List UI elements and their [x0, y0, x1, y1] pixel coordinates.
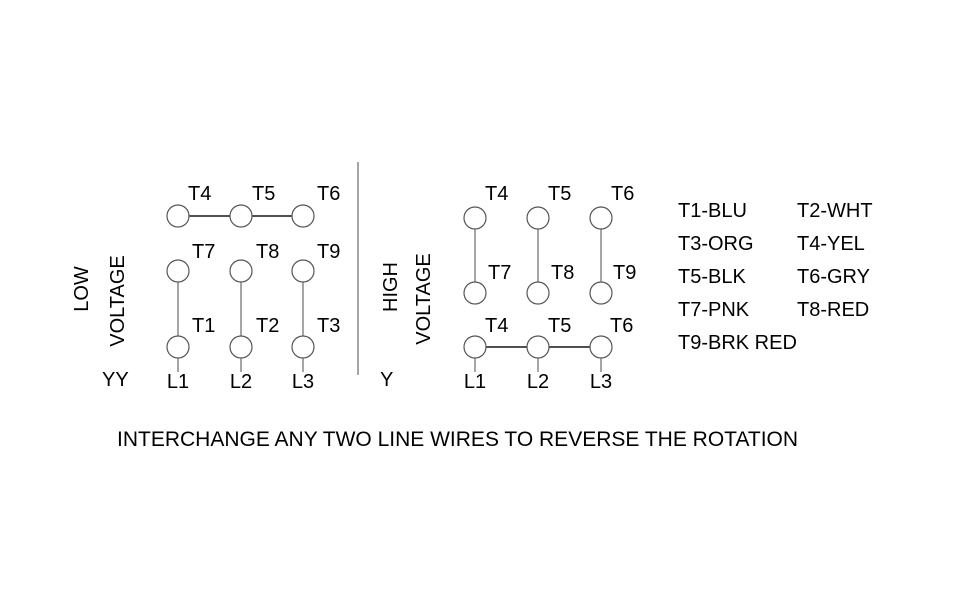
- terminal-label-lv-t4: T4: [188, 183, 212, 205]
- low-voltage-title-word1: LOW: [71, 266, 93, 312]
- low-voltage-connection-code: YY: [102, 369, 129, 391]
- terminal-label-hv-t4: T4: [485, 183, 509, 205]
- terminal-label-lv-t3: T3: [317, 315, 341, 337]
- legend-entry: T4-YEL: [797, 233, 865, 255]
- terminal-circle-hv-bottom-1: [463, 335, 487, 359]
- legend-row: T1-BLU T2-WHT: [678, 201, 873, 222]
- high-voltage-title-word2: VOLTAGE: [413, 253, 435, 345]
- terminal-label-lv-t1: T1: [192, 315, 216, 337]
- line-wire-label-lv-l1: L1: [166, 371, 190, 393]
- line-wire-label-lv-l3: L3: [291, 371, 315, 393]
- terminal-label-hv-t6: T6: [611, 183, 635, 205]
- legend-entry: T9-BRK RED: [678, 332, 797, 354]
- low-voltage-title-word2: VOLTAGE: [107, 255, 129, 347]
- terminal-circle-hv-bottom-2: [526, 335, 550, 359]
- terminal-label-hv-t9: T9: [613, 262, 637, 284]
- terminal-label-hv-t7: T7: [488, 262, 512, 284]
- terminal-circle-lv-t2: [229, 335, 253, 359]
- legend-row: T3-ORG T4-YEL: [678, 234, 873, 255]
- terminal-label-hv-bottom-t6: T6: [610, 315, 634, 337]
- terminal-circle-hv-t8: [526, 281, 550, 305]
- terminal-label-lv-t5: T5: [252, 183, 276, 205]
- legend-entry: T6-GRY: [797, 266, 870, 288]
- terminal-label-hv-bottom-t5: T5: [548, 315, 572, 337]
- terminal-circle-hv-bottom-3: [589, 335, 613, 359]
- terminal-circle-lv-t6: [291, 204, 315, 228]
- high-voltage-title-word1: HIGH: [380, 262, 402, 312]
- legend-entry: T2-WHT: [797, 200, 873, 222]
- terminal-circle-lv-t4: [166, 204, 190, 228]
- terminal-circle-lv-t1: [166, 335, 190, 359]
- line-wire-label-hv-l3: L3: [589, 371, 613, 393]
- terminal-circle-lv-t3: [291, 335, 315, 359]
- legend-entry: T8-RED: [797, 299, 870, 321]
- wire-color-legend: T1-BLU T2-WHT T3-ORG T4-YEL T5-BLK T6-GR…: [678, 201, 873, 366]
- high-voltage-connection-code: Y: [380, 369, 394, 391]
- terminal-label-lv-t2: T2: [256, 315, 280, 337]
- terminal-label-hv-t8: T8: [551, 262, 575, 284]
- terminal-label-hv-bottom-t4: T4: [485, 315, 509, 337]
- terminal-label-lv-t6: T6: [317, 183, 341, 205]
- line-wire-label-hv-l2: L2: [526, 371, 550, 393]
- line-wire-label-hv-l1: L1: [463, 371, 487, 393]
- terminal-circle-lv-t7: [166, 259, 190, 283]
- terminal-label-hv-t5: T5: [548, 183, 572, 205]
- terminal-circle-hv-t5: [526, 206, 550, 230]
- rotation-reversal-note: INTERCHANGE ANY TWO LINE WIRES TO REVERS…: [117, 428, 799, 451]
- terminal-circle-lv-t9: [291, 259, 315, 283]
- legend-row: T5-BLK T6-GRY: [678, 267, 873, 288]
- legend-entry: T3-ORG: [678, 233, 754, 255]
- terminal-circle-lv-t5: [229, 204, 253, 228]
- legend-row: T7-PNK T8-RED: [678, 300, 873, 321]
- terminal-label-lv-t9: T9: [317, 241, 341, 263]
- line-wire-label-lv-l2: L2: [229, 371, 253, 393]
- terminal-label-lv-t7: T7: [192, 241, 216, 263]
- terminal-circle-hv-t7: [463, 281, 487, 305]
- terminal-circle-lv-t8: [229, 259, 253, 283]
- terminal-circle-hv-t6: [589, 206, 613, 230]
- legend-entry: T7-PNK: [678, 299, 750, 321]
- legend-entry: T1-BLU: [678, 200, 747, 222]
- terminal-label-lv-t8: T8: [256, 241, 280, 263]
- terminal-circle-hv-t4: [463, 206, 487, 230]
- legend-entry: T5-BLK: [678, 266, 746, 288]
- legend-row: T9-BRK RED: [678, 333, 873, 354]
- terminal-circle-hv-t9: [589, 281, 613, 305]
